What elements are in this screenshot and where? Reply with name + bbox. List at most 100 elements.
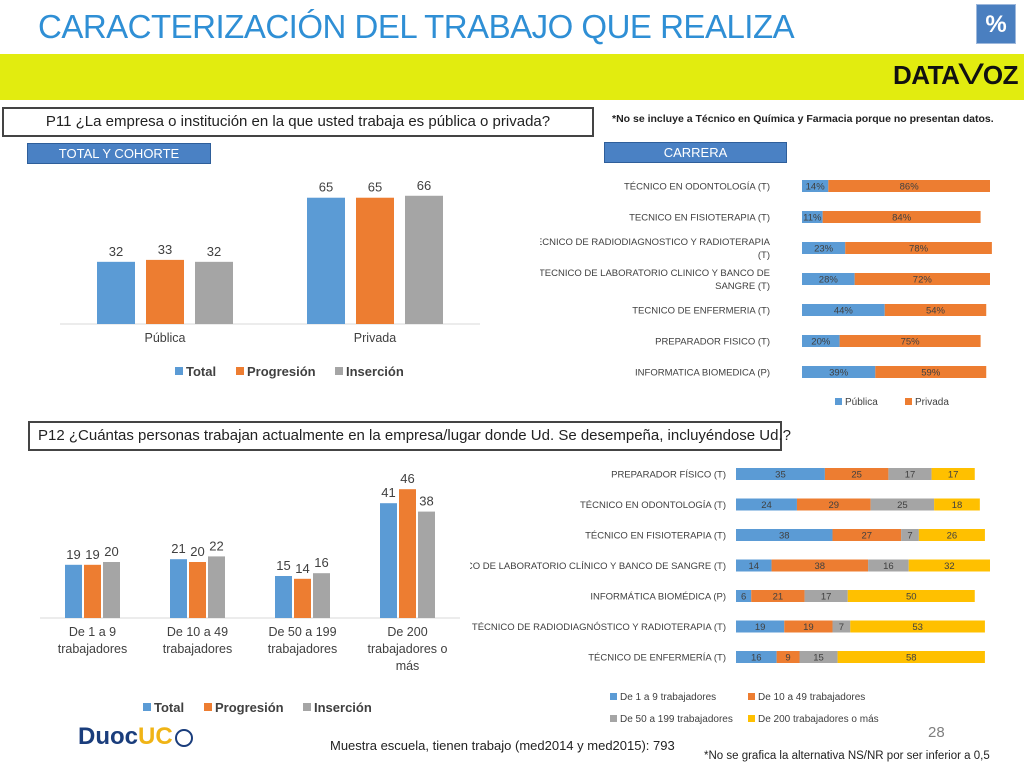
bar-segment — [875, 366, 987, 378]
data-label: 7 — [839, 622, 844, 633]
data-label: 32 — [944, 561, 955, 572]
page-title: CARACTERIZACIÓN DEL TRABAJO QUE REALIZA — [38, 8, 795, 45]
logo-left: DATA — [893, 60, 960, 90]
legend-entry: Progresión — [247, 364, 316, 379]
data-label: 58 — [906, 653, 917, 664]
tag-total-cohorte: TOTAL Y COHORTE — [27, 143, 211, 164]
data-label: 46 — [400, 471, 414, 486]
bar-segment — [845, 242, 992, 254]
data-label: 25 — [851, 470, 862, 481]
category-label: TECNICO DE ENFERMERIA (T) — [632, 306, 770, 317]
category-label: TECNICO DE LABORATORIO CLINICO Y BANCO D… — [540, 268, 770, 279]
bar-segment — [837, 651, 985, 663]
chart-company-size-career: 35 25 17 17 PREPARADOR FÍSICO (T) 24 29 25 18 TÉC… — [470, 468, 990, 725]
data-label: 17 — [905, 470, 916, 481]
category-label: trabajadores — [58, 642, 128, 656]
category-label: (T) — [758, 250, 770, 261]
category-label: Privada — [354, 331, 396, 345]
duoc-seal-icon — [174, 728, 193, 747]
bar — [170, 559, 187, 618]
data-label: 19 — [66, 547, 80, 562]
bar-segment — [771, 559, 869, 572]
bar-segment — [822, 211, 981, 223]
data-label: 15 — [276, 558, 290, 573]
bar-segment — [776, 651, 800, 663]
data-label: 33 — [158, 242, 172, 257]
data-label: 16 — [883, 561, 894, 572]
legend-swatch — [143, 703, 151, 711]
category-label: TÉCNICO EN FISIOTERAPIA (T) — [585, 531, 726, 542]
bar-segment — [751, 590, 805, 602]
data-label: 29 — [829, 500, 840, 511]
data-label: 14 — [295, 561, 309, 576]
chart-company-size-total: 19 19 20 De 1 a 9 trabajadores 21 20 22 De 10 a … — [40, 471, 460, 715]
data-label: 32 — [207, 244, 221, 259]
bar-segment — [931, 468, 975, 480]
data-label: 20 — [190, 544, 204, 559]
duoc-logo-text: Duoc — [78, 723, 138, 750]
data-label: 6 — [741, 592, 746, 603]
category-label: De 200 — [387, 625, 427, 639]
data-label: 72% — [913, 275, 933, 286]
data-label: 75% — [901, 337, 921, 348]
category-label: PREPARADOR FISICO (T) — [655, 337, 770, 348]
legend-entry: Inserción — [346, 364, 404, 379]
legend-swatch — [175, 367, 183, 375]
bar-segment — [934, 498, 980, 511]
bar — [380, 503, 397, 618]
data-label: 9 — [785, 653, 790, 664]
data-label: 78% — [909, 244, 929, 255]
data-label: 27 — [862, 531, 873, 542]
data-label: 53 — [912, 622, 923, 633]
category-label: Pública — [145, 331, 186, 345]
bar-segment — [828, 180, 990, 192]
category-label: De 50 a 199 — [268, 625, 336, 639]
legend-swatch — [905, 398, 912, 405]
bar-segment — [736, 498, 797, 511]
bar-segment — [802, 335, 840, 347]
bar-segment — [804, 590, 848, 602]
legend-swatch — [236, 367, 244, 375]
bar — [418, 511, 435, 618]
category-label: más — [396, 659, 420, 673]
data-label: 86% — [900, 182, 920, 193]
data-label: 19 — [85, 547, 99, 562]
percent-badge: % — [976, 4, 1016, 44]
category-label: De 1 a 9 — [69, 625, 116, 639]
note-p11: *No se incluye a Técnico en Química y Fa… — [612, 113, 994, 125]
data-label: 14 — [748, 561, 759, 572]
data-label: 28% — [819, 275, 839, 286]
bar — [208, 556, 225, 618]
data-label: 26 — [947, 531, 958, 542]
legend-entry: Privada — [915, 397, 949, 408]
data-label: 54% — [926, 306, 946, 317]
data-label: 19 — [755, 622, 766, 633]
bar-segment — [736, 620, 785, 633]
data-label: 11% — [803, 213, 822, 224]
data-label: 16 — [314, 555, 328, 570]
category-label: TÉCNICO DE LABORATORIO CLÍNICO Y BANCO D… — [470, 561, 726, 572]
data-label: 38 — [815, 561, 826, 572]
data-label: 32 — [109, 244, 123, 259]
bar — [189, 562, 206, 618]
legend-entry: De 1 a 9 trabajadores — [620, 692, 716, 703]
category-label: SANGRE (T) — [715, 281, 770, 292]
category-label: TECNICO EN FISIOTERAPIA (T) — [629, 213, 770, 224]
bar-segment — [888, 468, 932, 480]
bar-segment — [802, 180, 829, 192]
tag-carrera: CARRERA — [604, 142, 787, 163]
data-label: 44% — [834, 306, 854, 317]
bar-segment — [736, 559, 772, 572]
bar-segment — [802, 211, 823, 223]
sample-note: Muestra escuela, tienen trabajo (med2014… — [330, 738, 675, 753]
category-label: INFORMATICA BIOMEDICA (P) — [635, 368, 770, 379]
bar-segment — [868, 559, 909, 572]
question-p11: P11 ¿La empresa o institución en la que … — [2, 107, 594, 137]
bar-segment — [839, 335, 981, 347]
legend-entry: Total — [154, 700, 184, 715]
legend-swatch — [204, 703, 212, 711]
legend-swatch — [748, 693, 755, 700]
data-label: 17 — [821, 592, 832, 603]
data-label: 20 — [104, 544, 118, 559]
data-label: 50 — [906, 592, 917, 603]
